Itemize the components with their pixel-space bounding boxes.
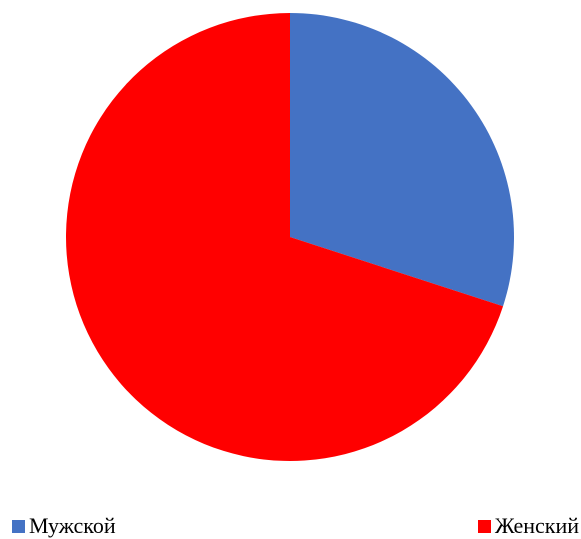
legend-swatch-female	[477, 519, 491, 533]
pie-chart	[66, 13, 514, 461]
legend-item-male: Мужской	[12, 513, 116, 539]
legend-label-female: Женский	[494, 513, 579, 538]
legend-item-female: Женский	[477, 513, 579, 539]
legend-swatch-male	[12, 519, 25, 533]
pie-slice-female	[66, 13, 504, 461]
pie-slice-male	[290, 13, 514, 307]
legend-label-male: Мужской	[29, 513, 116, 538]
